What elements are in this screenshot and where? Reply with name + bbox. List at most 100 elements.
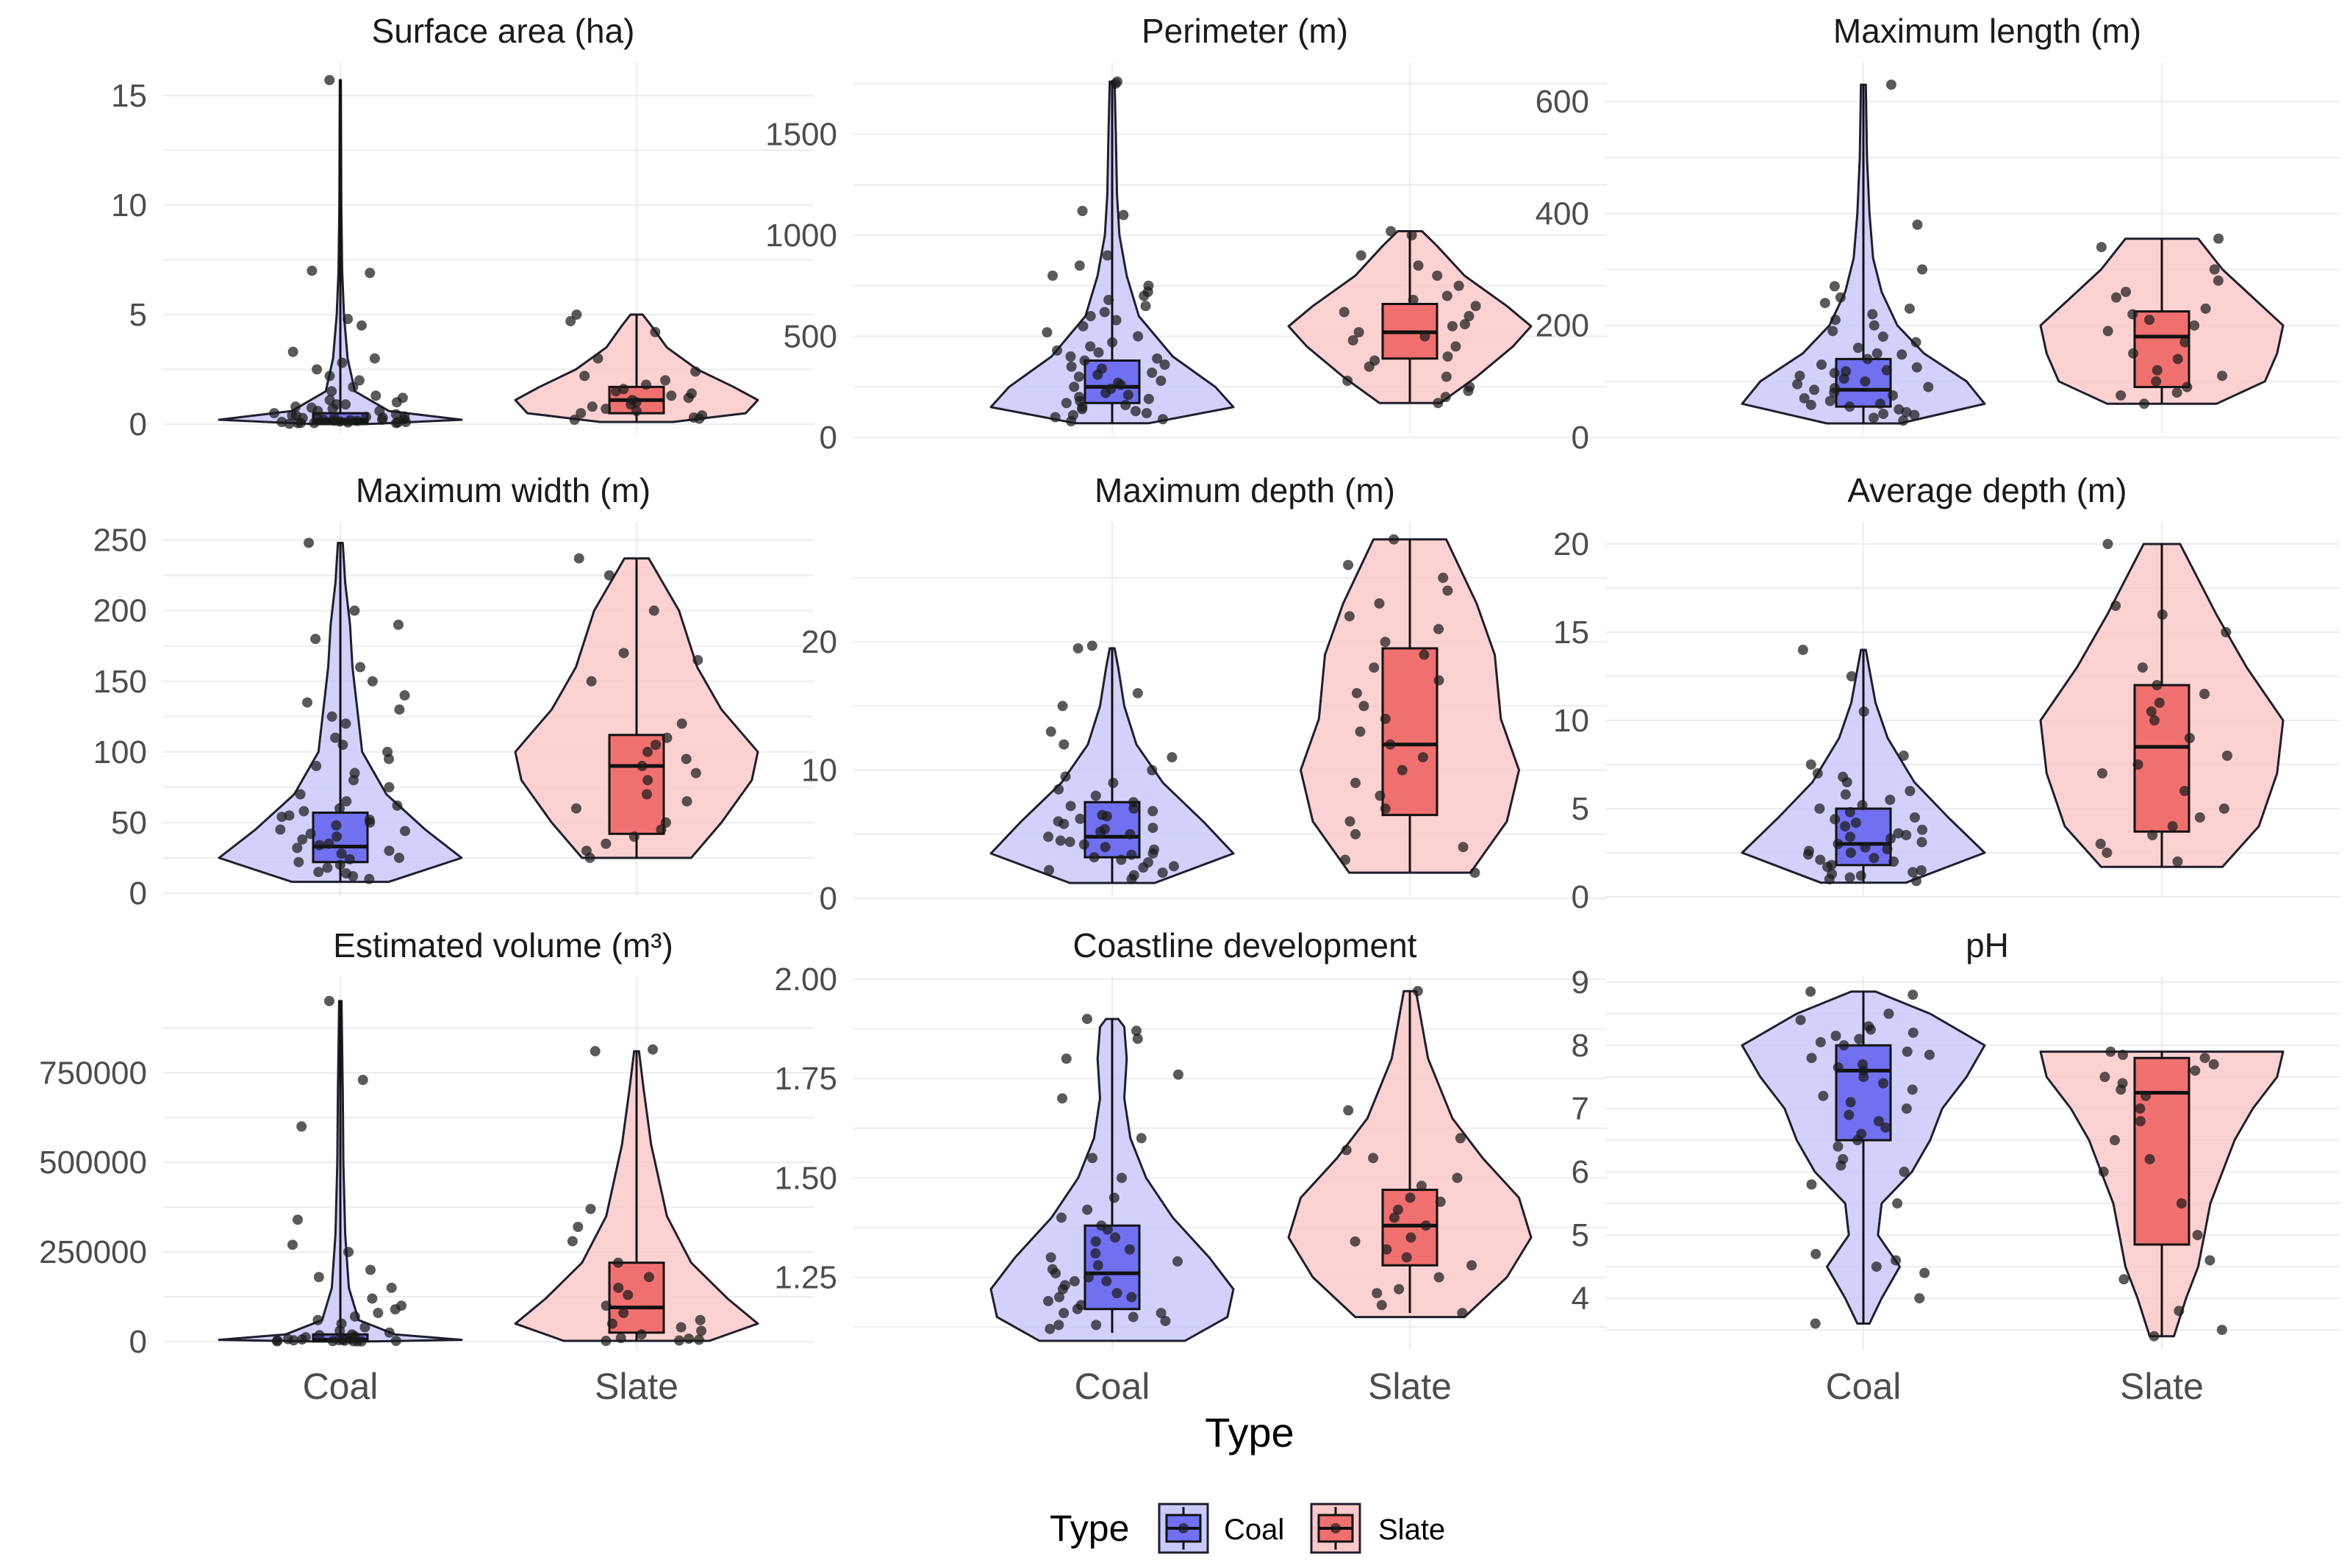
data-point [1844,831,1855,842]
data-point [1133,331,1144,342]
data-point [2144,315,2155,326]
box-slate [608,734,665,835]
data-point [367,676,378,687]
data-point [1111,76,1122,87]
data-point [1147,368,1158,378]
y-tick-label: 20 [801,624,837,660]
y-tick-label: 600 [1536,84,1589,120]
data-point [2102,848,2113,858]
data-point [2184,733,2195,743]
data-point [361,412,372,423]
data-point [681,753,692,765]
data-point [1157,867,1168,878]
data-point [1075,813,1086,824]
data-point [1058,1308,1070,1319]
data-point [666,390,677,401]
x-tick-label: Slate [2120,1366,2204,1407]
data-point [1829,382,1840,393]
data-point [1069,1275,1080,1286]
data-point [1874,398,1885,409]
data-point [586,676,597,687]
panel-title: Maximum length (m) [1833,12,2141,50]
data-point [1919,1267,1930,1278]
data-point [384,781,395,792]
data-point [1869,320,1880,331]
data-point [1072,642,1083,654]
data-point [336,848,347,859]
data-point [2157,609,2168,620]
data-point [1147,765,1158,776]
data-point [1911,876,1922,887]
data-point [269,408,280,419]
data-point [287,410,298,421]
data-point [2098,1167,2109,1178]
data-point [1840,821,1851,831]
data-point [1168,861,1179,872]
data-point [2132,759,2143,770]
data-point [330,732,341,743]
data-point [1056,1212,1067,1223]
data-point [695,1314,706,1325]
data-point [298,806,309,817]
y-tick-label: 0 [129,407,147,443]
data-point [2141,1090,2152,1101]
data-point [643,1272,654,1283]
data-point [1108,778,1119,789]
data-point [1126,1292,1137,1303]
data-point [393,619,404,630]
data-point [1412,986,1423,997]
data-point [2110,601,2121,611]
data-point [1907,867,1919,878]
data-point [1805,986,1816,997]
data-point [1806,1179,1817,1190]
data-point [1406,230,1417,240]
data-point [336,1318,347,1329]
data-point [390,1304,401,1315]
data-point [606,1318,617,1329]
data-point [1405,1232,1416,1243]
data-point [1128,797,1139,808]
data-point [1420,1220,1431,1231]
data-point [1844,1109,1855,1120]
data-point [1878,409,1889,420]
data-point [642,746,653,757]
data-point [1086,640,1097,651]
y-tick-label: 100 [93,734,147,770]
data-point [1829,281,1840,292]
data-point [1111,315,1122,326]
data-point [1885,79,1896,90]
y-tick-label: 0 [129,876,147,912]
data-point [1910,337,1921,348]
data-point [326,386,337,397]
data-point [1369,662,1380,673]
data-point [1833,1141,1844,1152]
data-point [1060,771,1071,782]
data-point [323,838,334,849]
data-point [2199,1053,2210,1064]
data-point [1344,816,1355,827]
data-point [1120,400,1131,410]
data-point [1341,1145,1352,1156]
data-point [296,1121,307,1132]
data-point [1376,1300,1387,1311]
data-point [1347,335,1358,346]
data-point [1117,1173,1128,1184]
box-slate [2133,1056,2190,1246]
data-point [676,718,687,729]
data-point [1082,1204,1093,1215]
data-point [1871,348,1882,359]
data-point [1792,379,1803,390]
data-point [1054,1292,1065,1303]
data-point [1835,1160,1846,1171]
data-point [331,399,342,410]
y-tick-label: 750000 [39,1055,147,1091]
x-tick-label: Slate [595,1366,678,1407]
data-point [1394,1284,1405,1295]
data-point [1085,341,1096,352]
data-point [1797,645,1808,655]
panel-2: Maximum length (m) 0 200 400 600 [1536,12,2340,456]
data-point [660,375,671,386]
data-point [1888,856,1899,867]
data-point [2135,1103,2146,1114]
data-point [2199,689,2210,699]
